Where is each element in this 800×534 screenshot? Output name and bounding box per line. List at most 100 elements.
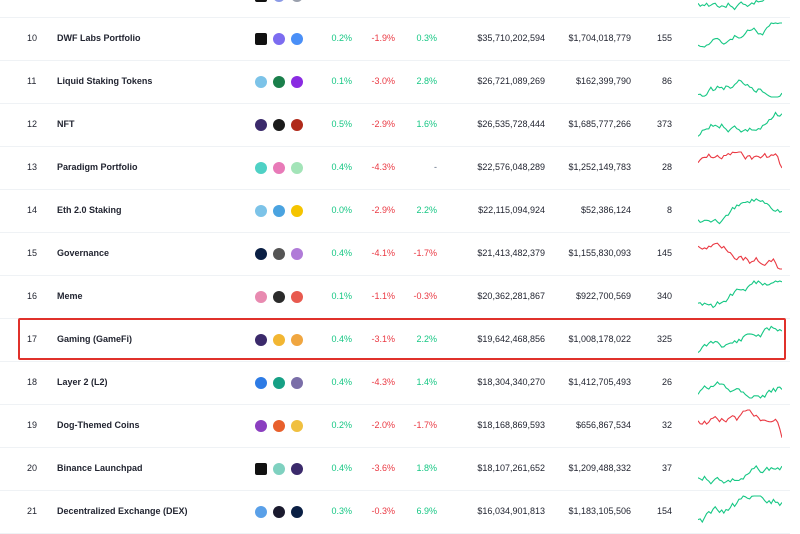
top-coins-icons <box>255 103 303 146</box>
table-row[interactable]: 20 Binance Launchpad 0.4% -3.6% 1.8% $18,107,… <box>0 447 790 491</box>
token-icon[interactable] <box>273 419 285 432</box>
change-1h: 0.0% <box>331 205 352 215</box>
change-7d: 1.8% <box>416 463 437 473</box>
table-row[interactable]: 12 NFT 0.5% -2.9% 1.6% $26,535,728,444 $1,685,… <box>0 103 790 147</box>
token-icon[interactable] <box>273 161 285 174</box>
token-icon[interactable] <box>291 161 303 174</box>
token-icon[interactable] <box>273 118 285 131</box>
num-coins-cell: 155 <box>656 33 672 43</box>
sparkline-path <box>697 464 783 485</box>
volume-cell: $1,008,178,022 <box>568 334 631 344</box>
table-row[interactable]: 16 Meme 0.1% -1.1% -0.3% $20,362,281,867 $922,… <box>0 275 790 319</box>
rank-cell: 10 <box>27 33 38 43</box>
category-name-link[interactable]: DWF Labs Portfolio <box>57 33 141 43</box>
token-icon[interactable] <box>273 204 285 217</box>
top-coins-icons <box>255 60 303 103</box>
token-icon[interactable] <box>273 247 285 260</box>
volume-cell: $1,183,105,506 <box>568 506 631 516</box>
rank-cell: 20 <box>27 463 38 473</box>
top-coins-icons <box>255 146 303 189</box>
search-icon[interactable] <box>291 0 303 2</box>
token-icon[interactable] <box>273 75 285 88</box>
change-1h: 0.5% <box>331 119 352 129</box>
token-icon[interactable] <box>255 118 267 131</box>
token-icon[interactable] <box>255 75 267 88</box>
category-name-link[interactable]: Dog-Themed Coins <box>57 420 140 430</box>
top-coins-icons <box>255 0 303 17</box>
category-name-link[interactable]: Binance Launchpad <box>57 463 143 473</box>
volume-cell: $1,704,018,779 <box>568 33 631 43</box>
category-name-link[interactable]: Governance <box>57 248 110 258</box>
table-row[interactable]: 17 Gaming (GameFi) 0.4% -3.1% 2.2% $19,642,46… <box>0 318 790 362</box>
token-icon[interactable] <box>273 0 285 2</box>
market-cap-cell <box>440 0 545 17</box>
token-icon[interactable] <box>273 290 285 303</box>
token-icon[interactable] <box>291 333 303 346</box>
market-cap-cell: $22,576,048,289 <box>477 162 545 172</box>
sparkline-chart <box>697 21 782 56</box>
token-icon[interactable] <box>255 376 267 389</box>
token-icon[interactable] <box>255 247 267 260</box>
token-icon[interactable] <box>255 505 267 518</box>
token-icon[interactable] <box>255 290 267 303</box>
category-name-link[interactable]: Layer 2 (L2) <box>57 377 108 387</box>
token-icon[interactable] <box>255 32 267 45</box>
token-icon[interactable] <box>255 161 267 174</box>
token-icon[interactable] <box>255 419 267 432</box>
table-row[interactable]: 18 Layer 2 (L2) 0.4% -4.3% 1.4% $18,304,340,2… <box>0 361 790 405</box>
category-name-link[interactable]: Decentralized Exchange (DEX) <box>57 506 188 516</box>
market-cap-cell: $19,642,468,856 <box>477 334 545 344</box>
token-icon[interactable] <box>273 505 285 518</box>
table-row[interactable]: 11 Liquid Staking Tokens 0.1% -3.0% 2.8% $26,… <box>0 60 790 104</box>
token-icon[interactable] <box>255 333 267 346</box>
token-icon[interactable] <box>255 204 267 217</box>
sparkline-path <box>697 198 783 225</box>
top-coins-icons <box>255 404 303 447</box>
market-cap-cell: $20,362,281,867 <box>477 291 545 301</box>
top-coins-icons <box>255 361 303 404</box>
token-icon[interactable] <box>291 290 303 303</box>
change-7d: 1.4% <box>416 377 437 387</box>
sparkline-chart <box>697 0 782 13</box>
category-name-link[interactable]: NFT <box>57 119 75 129</box>
volume-cell <box>545 0 631 17</box>
token-icon[interactable] <box>291 75 303 88</box>
num-coins-cell: 32 <box>661 420 672 430</box>
table-row[interactable]: 21 Decentralized Exchange (DEX) 0.3% -0.3% 6… <box>0 490 790 534</box>
change-7d: 0.3% <box>416 33 437 43</box>
token-icon[interactable] <box>273 376 285 389</box>
token-icon[interactable] <box>273 333 285 346</box>
category-name-link[interactable]: Gaming (GameFi) <box>57 334 133 344</box>
sparkline-chart <box>697 408 783 443</box>
change-1h: 0.1% <box>331 291 352 301</box>
sparkline-chart <box>697 451 783 486</box>
change-1h <box>312 0 352 17</box>
token-icon[interactable] <box>255 0 267 2</box>
change-1h: 0.4% <box>331 334 352 344</box>
market-cap-cell: $18,107,261,652 <box>477 463 545 473</box>
token-icon[interactable] <box>291 247 303 260</box>
table-row[interactable]: 13 Paradigm Portfolio 0.4% -4.3% - $22,576,04… <box>0 146 790 190</box>
token-icon[interactable] <box>255 462 267 475</box>
category-name-link[interactable]: Paradigm Portfolio <box>57 162 138 172</box>
token-icon[interactable] <box>291 32 303 45</box>
category-name-link[interactable]: Meme <box>57 291 83 301</box>
token-icon[interactable] <box>291 118 303 131</box>
token-icon[interactable] <box>291 376 303 389</box>
num-coins-cell: 373 <box>656 119 672 129</box>
volume-cell: $162,399,790 <box>575 76 631 86</box>
table-row[interactable]: 10 DWF Labs Portfolio 0.2% -1.9% 0.3% $35,710… <box>0 17 790 61</box>
table-row[interactable]: 14 Eth 2.0 Staking 0.0% -2.9% 2.2% $22,115,09… <box>0 189 790 233</box>
token-icon[interactable] <box>273 462 285 475</box>
rank-cell: 21 <box>27 506 38 516</box>
table-row[interactable]: 15 Governance 0.4% -4.1% -1.7% $21,413,482,37… <box>0 232 790 276</box>
table-row[interactable]: 19 Dog-Themed Coins 0.2% -2.0% -1.7% $18,168,… <box>0 404 790 448</box>
category-name-link[interactable]: Eth 2.0 Staking <box>57 205 122 215</box>
token-icon[interactable] <box>291 419 303 432</box>
token-icon[interactable] <box>291 462 303 475</box>
token-icon[interactable] <box>291 505 303 518</box>
token-icon[interactable] <box>273 32 285 45</box>
category-name-link[interactable]: Liquid Staking Tokens <box>57 76 153 86</box>
table-row[interactable]: 9 <box>0 0 790 18</box>
token-icon[interactable] <box>291 204 303 217</box>
